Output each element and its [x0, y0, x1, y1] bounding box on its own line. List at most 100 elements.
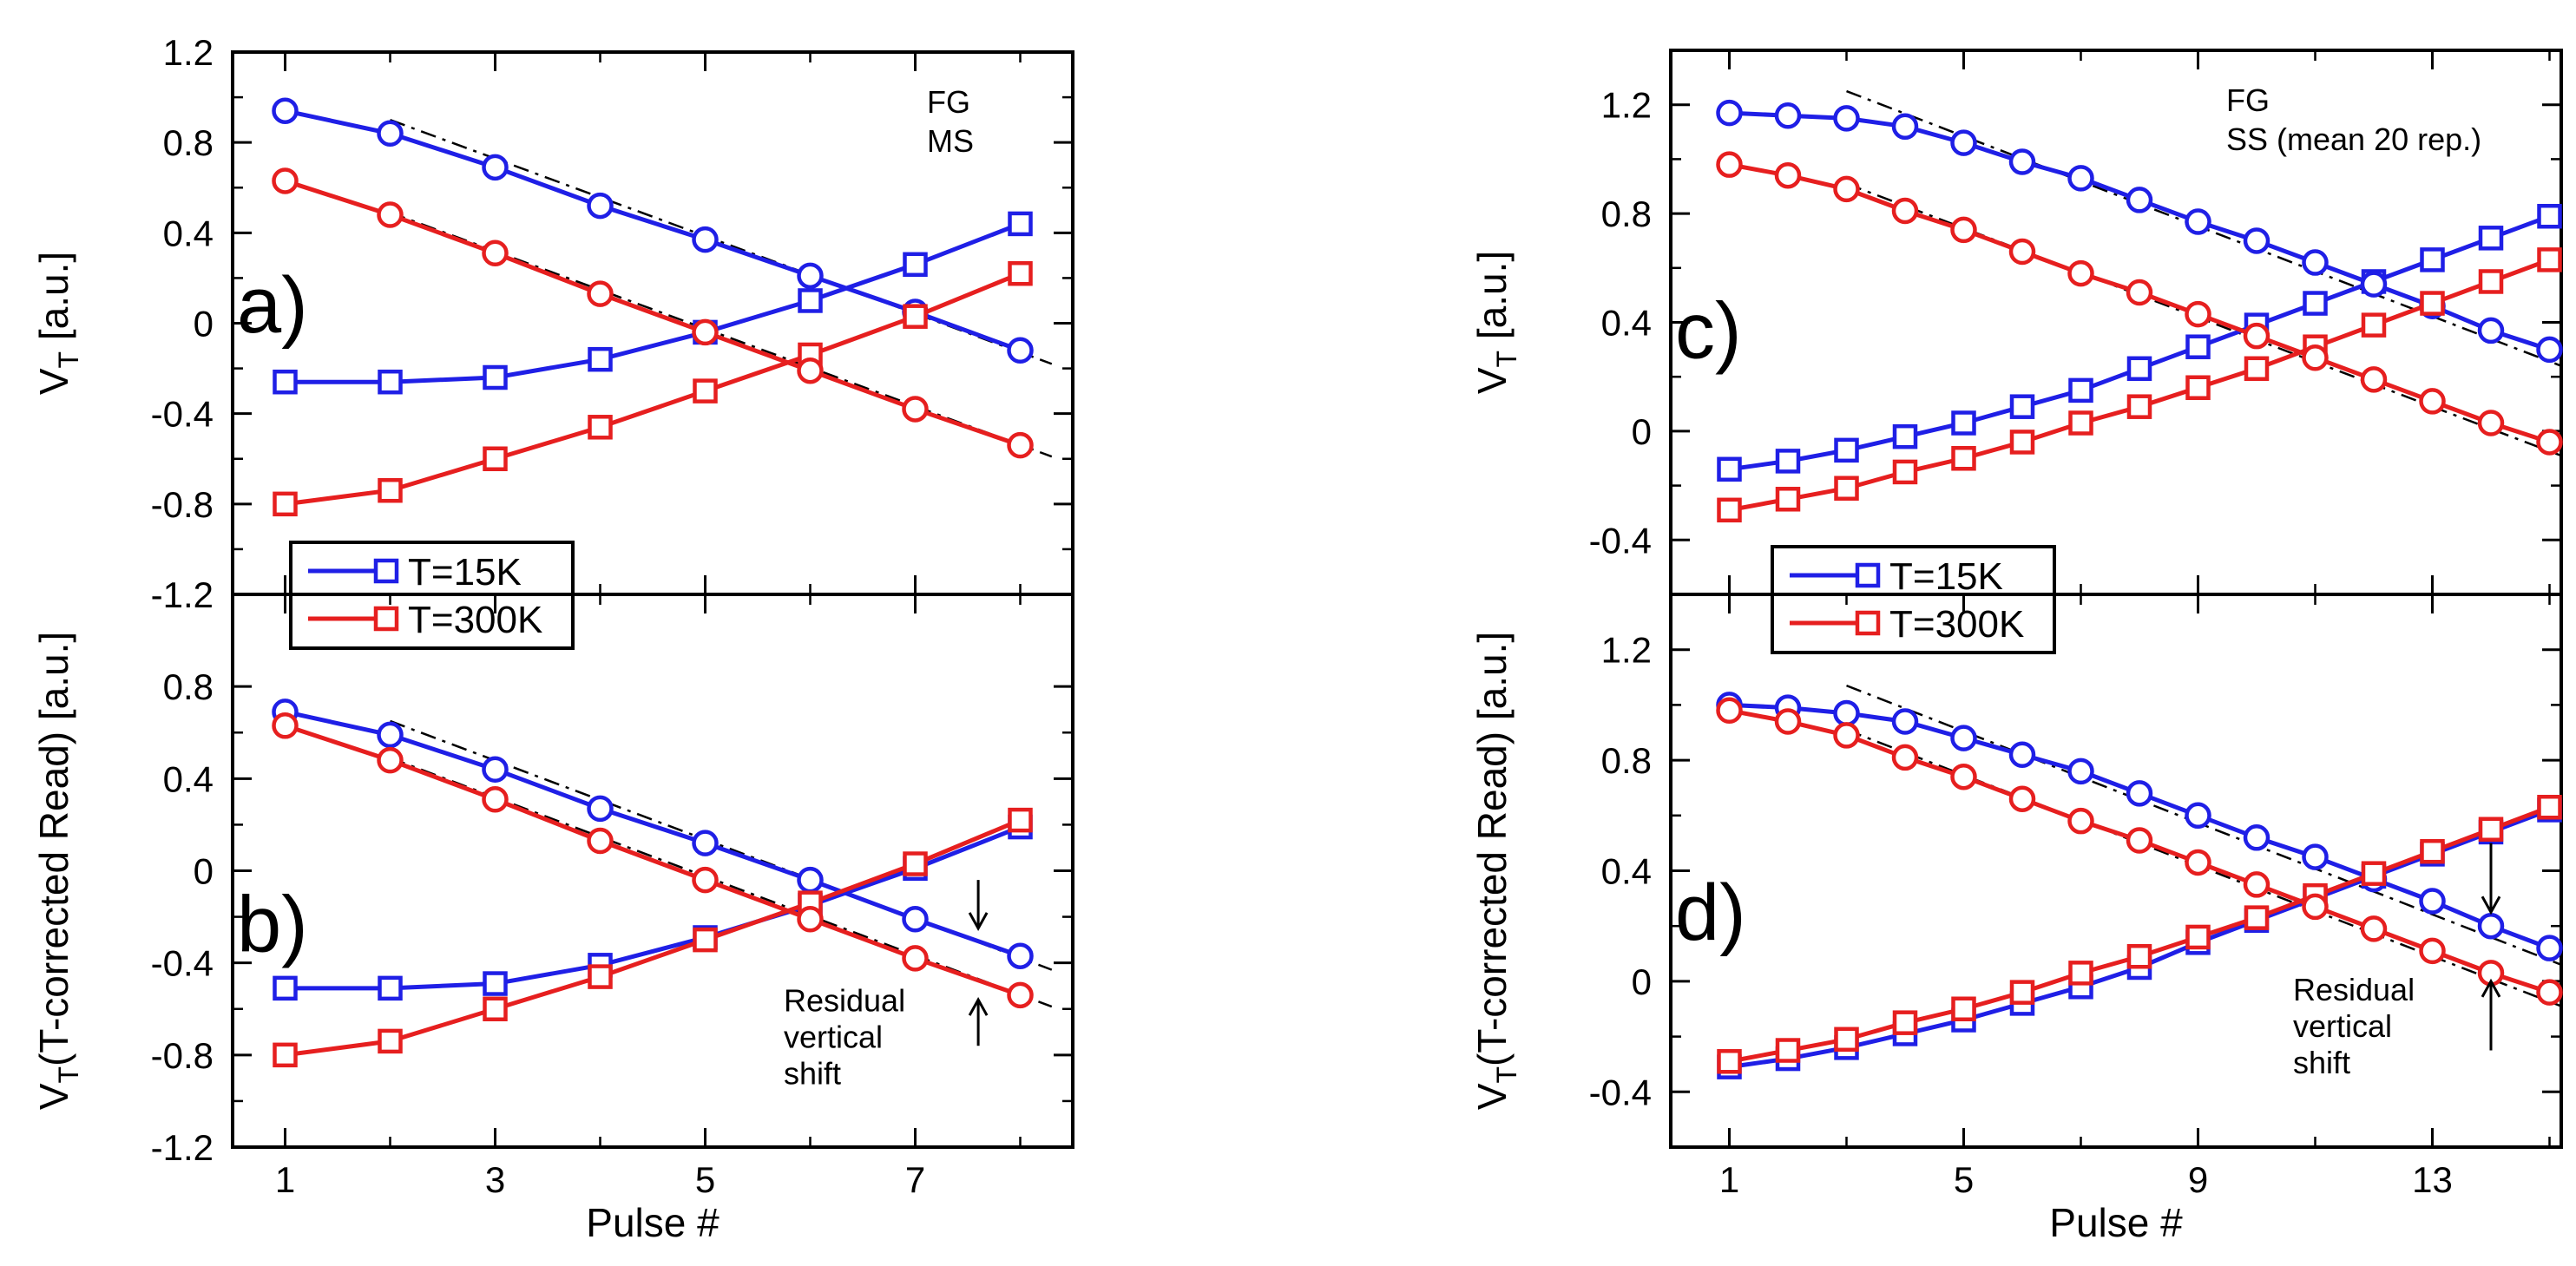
data-point-circle — [1891, 708, 1919, 735]
data-point-square — [2009, 980, 2035, 1005]
data-point-square — [378, 477, 403, 503]
data-point-circle — [482, 756, 509, 783]
data-point-circle — [2067, 165, 2094, 192]
y-axis-label: VT [a.u.] — [1469, 251, 1522, 394]
panel-label: d) — [1675, 869, 1746, 957]
y-tick-label: -1.2 — [151, 1127, 214, 1168]
data-point-circle — [377, 201, 404, 228]
data-point-square — [2185, 924, 2211, 950]
y-tick-label: -0.4 — [151, 394, 214, 435]
data-point-circle — [1950, 763, 1977, 790]
data-point-circle — [2126, 187, 2153, 213]
data-point-circle — [2360, 366, 2388, 393]
plot-frame — [231, 593, 1074, 1149]
y-tick-label: 0.4 — [163, 758, 214, 799]
data-point-square — [1775, 449, 1801, 474]
data-point-circle — [2008, 785, 2036, 812]
y-tick-label: 0.4 — [1601, 851, 1652, 892]
data-point-circle — [1891, 744, 1919, 771]
data-point-square — [378, 369, 403, 395]
data-point-circle — [797, 262, 824, 290]
y-tick-label: -0.8 — [151, 484, 214, 525]
y-tick-label: 0.8 — [1601, 194, 1652, 234]
x-tick-label: 1 — [275, 1159, 295, 1200]
data-point-circle — [1007, 431, 1034, 459]
data-point-square — [2244, 905, 2270, 930]
data-point-square — [1717, 456, 1742, 482]
data-point-circle — [1950, 216, 1977, 244]
legend-label: T=300K — [408, 599, 542, 641]
data-point-circle — [2302, 249, 2329, 276]
data-point-square — [273, 369, 298, 395]
y-tick-label: 0.4 — [1601, 303, 1652, 344]
data-point-square — [1892, 459, 1918, 485]
x-tick-label: 5 — [695, 1159, 715, 1200]
fit-line — [390, 719, 1053, 971]
data-point-circle — [2536, 935, 2563, 961]
data-point-square — [2009, 430, 2035, 455]
data-point-circle — [482, 785, 509, 813]
data-point-circle — [2126, 827, 2153, 854]
data-point-square — [693, 927, 718, 953]
data-point-circle — [2185, 208, 2211, 235]
data-point-square — [2126, 394, 2152, 419]
data-point-square — [1951, 446, 1976, 471]
data-point-circle — [2243, 227, 2270, 254]
data-point-square — [483, 971, 508, 996]
arrow-head — [2481, 895, 2501, 915]
x-axis-label: Pulse # — [2049, 1200, 2183, 1245]
data-point-circle — [272, 712, 299, 739]
data-point-square — [378, 1028, 403, 1054]
legend-label: T=15K — [408, 551, 522, 594]
data-point-circle — [272, 97, 299, 124]
data-point-circle — [2302, 843, 2329, 870]
arrow-head — [968, 997, 989, 1016]
data-point-square — [483, 446, 508, 471]
fit-line — [390, 757, 1053, 1008]
series-line — [284, 723, 1022, 998]
data-point-square — [483, 996, 508, 1021]
y-tick-label: 0.8 — [163, 122, 214, 163]
y-tick-label: 1.2 — [1601, 630, 1652, 671]
data-point-circle — [692, 226, 719, 253]
y-tick-label: -0.4 — [1589, 1072, 1652, 1112]
panel-label: b) — [237, 880, 308, 968]
fit-line — [1846, 684, 2562, 966]
data-point-circle — [482, 239, 509, 267]
data-point-circle — [2008, 741, 2036, 768]
y-tick-label: 0 — [194, 304, 214, 344]
series-line — [285, 817, 1022, 1058]
data-point-circle — [2126, 279, 2153, 306]
data-point-square — [1892, 423, 1918, 449]
data-point-circle — [377, 721, 404, 749]
residual-shift-note: vertical — [784, 1019, 883, 1054]
data-point-circle — [2126, 780, 2153, 807]
data-point-circle — [2536, 336, 2563, 364]
data-point-circle — [2243, 824, 2270, 851]
data-point-square — [2068, 410, 2093, 436]
series-line — [284, 709, 1022, 959]
data-point-square — [273, 1042, 298, 1068]
data-point-circle — [2477, 410, 2505, 436]
data-point-square — [1775, 487, 1801, 512]
data-point-circle — [1774, 708, 1802, 735]
data-point-circle — [2360, 271, 2388, 298]
x-tick-label: 13 — [2412, 1159, 2453, 1200]
data-point-circle — [2185, 300, 2211, 328]
data-point-square — [2361, 861, 2387, 886]
x-tick-label: 5 — [1954, 1159, 1974, 1200]
data-point-square — [2009, 394, 2035, 419]
y-tick-label: 0 — [194, 851, 214, 892]
data-point-square — [273, 975, 298, 1001]
legend-box — [1771, 545, 2056, 654]
data-point-circle — [2185, 849, 2211, 876]
data-point-circle — [797, 866, 824, 894]
data-point-square — [798, 288, 823, 313]
data-point-circle — [587, 827, 614, 855]
residual-shift-note: Residual — [784, 982, 905, 1018]
data-point-square — [2478, 269, 2504, 294]
legend-label: T=300K — [1889, 603, 2024, 646]
data-point-square — [2068, 961, 2093, 986]
data-point-circle — [2067, 807, 2094, 835]
data-point-square — [273, 491, 298, 517]
